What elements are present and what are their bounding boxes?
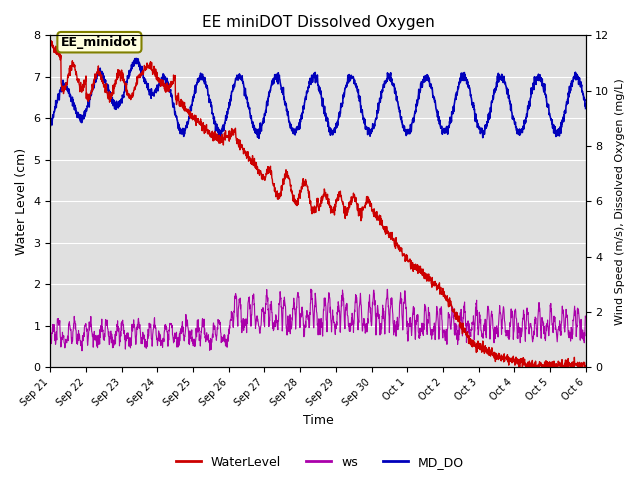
Text: EE_minidot: EE_minidot xyxy=(61,36,138,48)
Y-axis label: Water Level (cm): Water Level (cm) xyxy=(15,148,28,255)
X-axis label: Time: Time xyxy=(303,414,333,427)
Title: EE miniDOT Dissolved Oxygen: EE miniDOT Dissolved Oxygen xyxy=(202,15,435,30)
Legend: WaterLevel, ws, MD_DO: WaterLevel, ws, MD_DO xyxy=(171,451,469,474)
Y-axis label: Wind Speed (m/s), Dissolved Oxygen (mg/L): Wind Speed (m/s), Dissolved Oxygen (mg/L… xyxy=(615,78,625,324)
